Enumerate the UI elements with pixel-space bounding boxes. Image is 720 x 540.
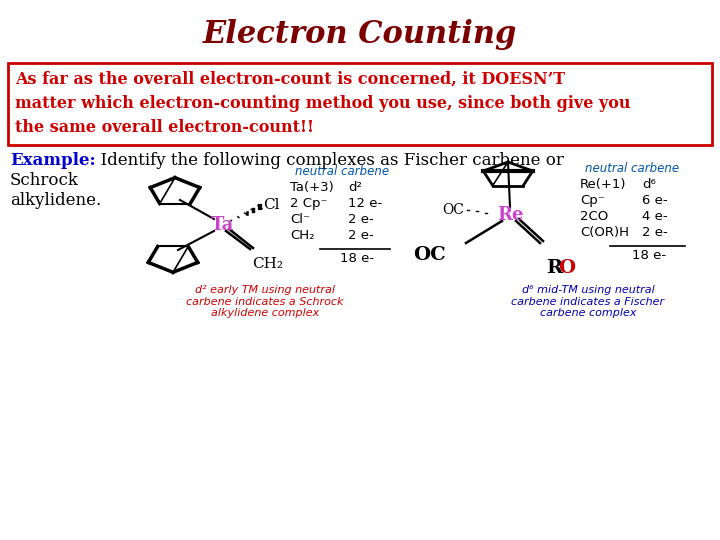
FancyBboxPatch shape: [8, 63, 712, 145]
Text: d² early TM using neutral
carbene indicates a Schrock
alkylidene complex: d² early TM using neutral carbene indica…: [186, 285, 343, 318]
Text: Electron Counting: Electron Counting: [203, 19, 517, 51]
Text: OC: OC: [413, 246, 446, 264]
Text: Ta: Ta: [210, 216, 233, 234]
Text: Cl⁻: Cl⁻: [290, 213, 310, 226]
Text: R: R: [546, 259, 562, 277]
Text: d⁶ mid-TM using neutral
carbene indicates a Fischer
carbene complex: d⁶ mid-TM using neutral carbene indicate…: [511, 285, 665, 318]
Text: As far as the overall electron-count is concerned, it DOESN’T: As far as the overall electron-count is …: [15, 71, 565, 88]
Text: neutral carbene: neutral carbene: [585, 162, 679, 175]
Text: Cp⁻: Cp⁻: [580, 194, 605, 207]
Text: 12 e-: 12 e-: [348, 197, 382, 210]
Text: O: O: [558, 259, 575, 277]
Text: 2 e-: 2 e-: [348, 229, 374, 242]
Text: 2 e-: 2 e-: [642, 226, 667, 239]
Text: Re: Re: [497, 206, 523, 224]
Text: 18 e-: 18 e-: [340, 252, 374, 265]
Text: 6 e-: 6 e-: [642, 194, 667, 207]
Text: d⁶: d⁶: [642, 178, 656, 191]
Text: CH₂: CH₂: [252, 257, 283, 271]
Text: Ta(+3): Ta(+3): [290, 181, 334, 194]
Text: 2CO: 2CO: [580, 210, 608, 223]
Text: Re(+1): Re(+1): [580, 178, 626, 191]
Text: matter which electron-counting method you use, since both give you: matter which electron-counting method yo…: [15, 95, 631, 112]
Text: 2 e-: 2 e-: [348, 213, 374, 226]
Text: d²: d²: [348, 181, 362, 194]
Text: the same overall electron-count!!: the same overall electron-count!!: [15, 119, 314, 136]
Text: OC: OC: [442, 203, 464, 217]
Text: 4 e-: 4 e-: [642, 210, 667, 223]
Text: Example:: Example:: [10, 152, 96, 169]
Text: Cl: Cl: [263, 198, 279, 212]
Text: alkylidene.: alkylidene.: [10, 192, 102, 209]
Text: neutral carbene: neutral carbene: [295, 165, 389, 178]
Text: 18 e-: 18 e-: [632, 249, 666, 262]
Text: Identify the following complexes as Fischer carbene or: Identify the following complexes as Fisc…: [90, 152, 564, 169]
Text: 2 Cp⁻: 2 Cp⁻: [290, 197, 328, 210]
Text: CH₂: CH₂: [290, 229, 315, 242]
Text: Schrock: Schrock: [10, 172, 79, 189]
Text: C(OR)H: C(OR)H: [580, 226, 629, 239]
